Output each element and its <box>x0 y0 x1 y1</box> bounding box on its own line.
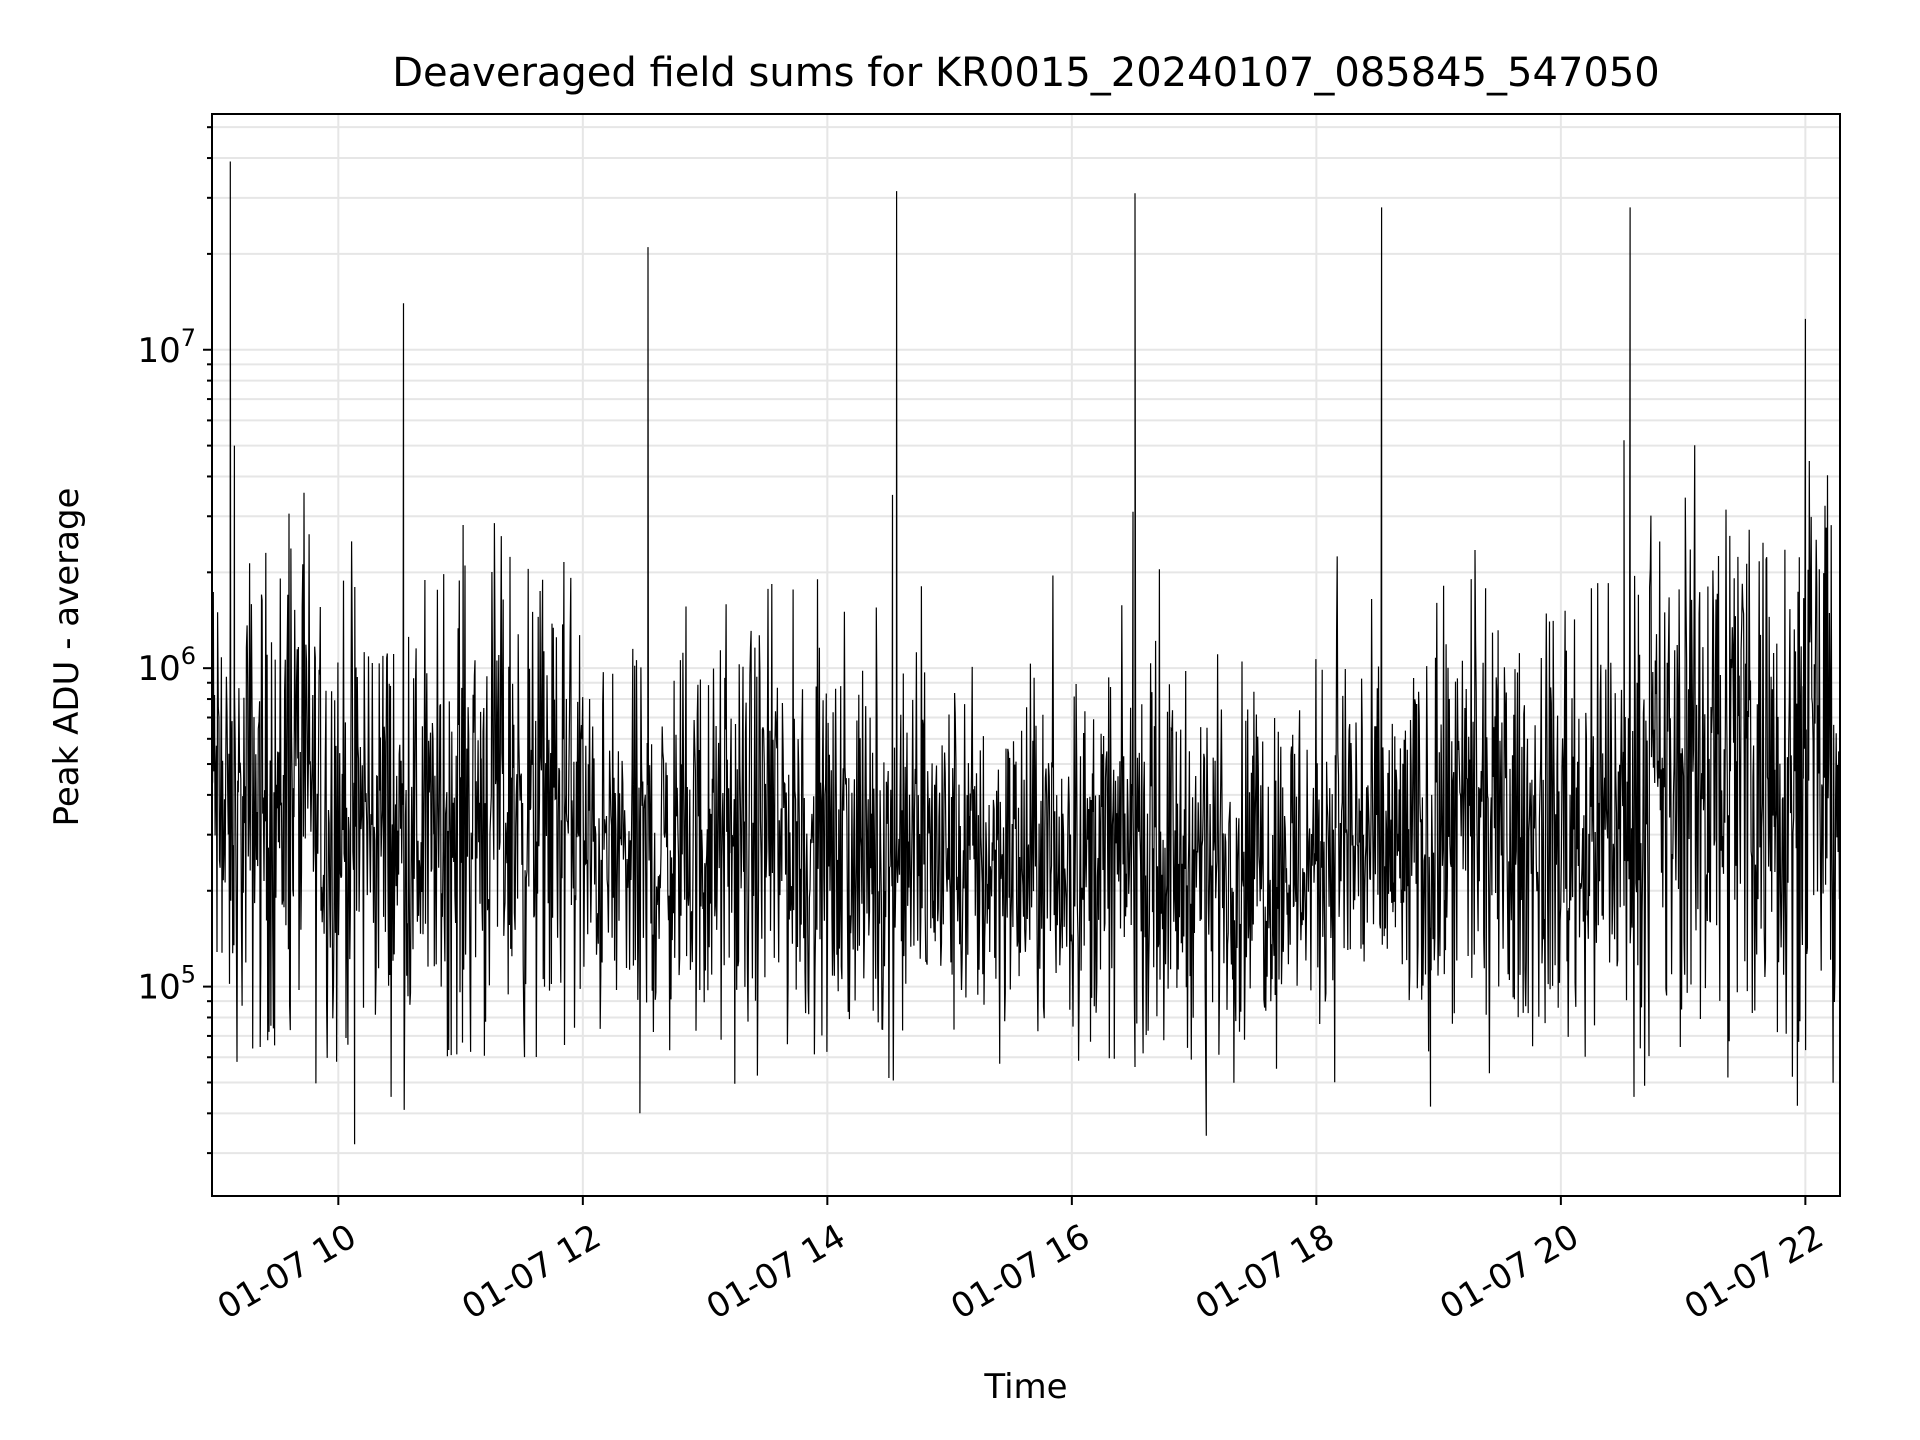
y-tick-label-base: 10 <box>137 649 180 689</box>
series-layer <box>211 161 1841 1145</box>
y-axis-label: Peak ADU - average <box>47 488 87 827</box>
y-tick-label: 107 <box>137 324 196 371</box>
x-axis-label: Time <box>983 1367 1067 1407</box>
y-tick-label-base: 10 <box>137 968 180 1008</box>
series-line <box>211 161 1841 1145</box>
plot-area <box>203 113 1841 1205</box>
chart-title: Deaveraged field sums for KR0015_2024010… <box>392 50 1660 96</box>
y-tick-label-exponent: 5 <box>181 961 196 989</box>
y-tick-label: 105 <box>137 961 196 1008</box>
y-tick-label: 106 <box>137 642 196 689</box>
y-tick-label-base: 10 <box>137 331 180 371</box>
y-tick-label-exponent: 6 <box>181 642 196 670</box>
axis-ticks <box>203 126 1807 1205</box>
y-tick-label-exponent: 7 <box>181 324 196 352</box>
plot-frame <box>211 113 1841 1197</box>
grid-major-lines <box>212 114 1840 1196</box>
